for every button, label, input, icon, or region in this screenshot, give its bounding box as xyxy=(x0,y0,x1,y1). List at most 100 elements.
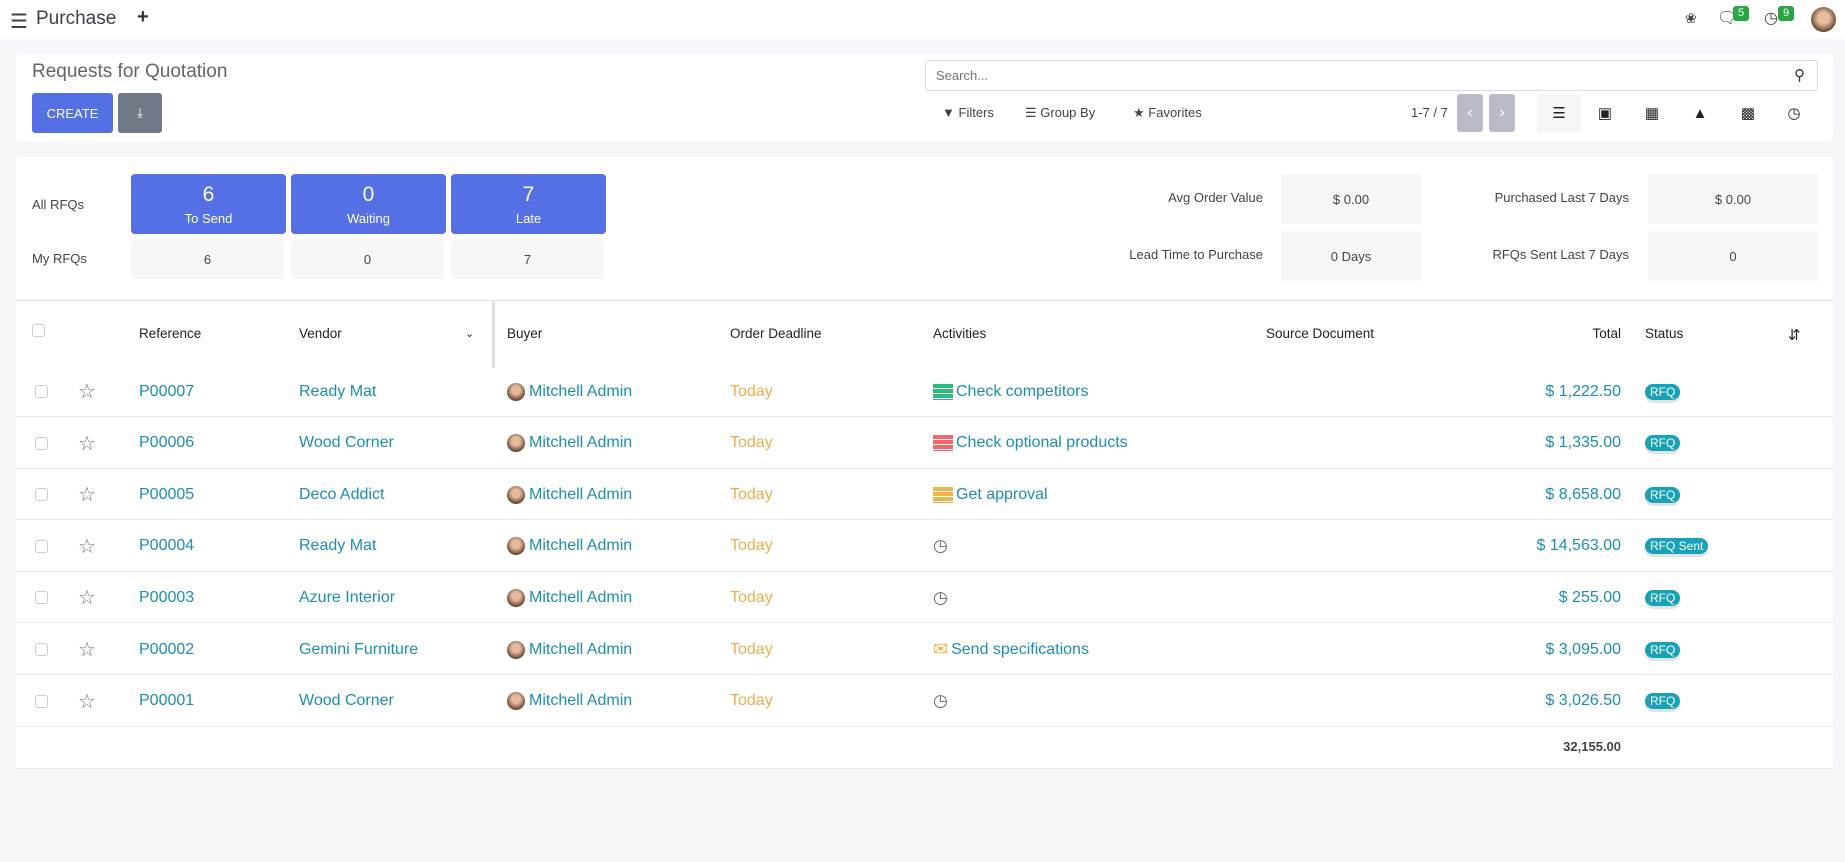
calendar-view-button[interactable]: ▩ xyxy=(1726,94,1770,132)
my-tile[interactable]: 6 xyxy=(131,239,284,279)
col-vendor[interactable]: Vendor xyxy=(299,326,342,341)
col-reference[interactable]: Reference xyxy=(139,326,202,341)
buyer[interactable]: Mitchell Admin xyxy=(507,366,632,417)
table-row[interactable]: ☆ P00006 Wood Corner Mitchell Admin Toda… xyxy=(16,418,1833,469)
stat-value[interactable]: $ 0.00 xyxy=(1281,174,1421,224)
col-status[interactable]: Status xyxy=(1645,326,1684,341)
list-view-button[interactable]: ☰ xyxy=(1537,94,1581,132)
filters-button[interactable]: ▼ Filters xyxy=(942,105,994,120)
row-checkbox[interactable] xyxy=(35,385,48,398)
search-icon[interactable]: ⚲ xyxy=(1794,67,1805,84)
pager-previous-button[interactable]: ‹ xyxy=(1457,94,1483,132)
reference[interactable]: P00006 xyxy=(139,434,195,452)
row-checkbox[interactable] xyxy=(35,488,48,502)
column-resize-handle[interactable] xyxy=(492,302,495,368)
buyer[interactable]: Mitchell Admin xyxy=(507,469,632,520)
col-activities[interactable]: Activities xyxy=(933,326,987,341)
envelope-icon[interactable]: ✉ xyxy=(933,639,949,659)
vendor[interactable]: Wood Corner xyxy=(299,692,394,710)
pager-next-button[interactable]: › xyxy=(1489,94,1515,132)
activity-view-button[interactable]: ◷ xyxy=(1772,94,1816,132)
table-row[interactable]: ☆ P00005 Deco Addict Mitchell Admin Toda… xyxy=(16,469,1833,521)
table-row[interactable]: ☆ P00001 Wood Corner Mitchell Admin Toda… xyxy=(16,676,1833,727)
search-input[interactable] xyxy=(925,60,1818,91)
download-button[interactable]: ⤓ xyxy=(118,93,162,133)
activity[interactable]: Check optional products xyxy=(933,418,1128,469)
row-checkbox[interactable] xyxy=(35,694,48,708)
activity[interactable]: ◷ xyxy=(933,676,951,727)
tasks-icon[interactable] xyxy=(933,435,953,452)
col-total[interactable]: Total xyxy=(1592,326,1621,341)
tile-late[interactable]: 7 Late xyxy=(451,174,606,234)
star-icon[interactable]: ☆ xyxy=(78,484,96,507)
buyer[interactable]: Mitchell Admin xyxy=(507,521,632,572)
my-tile[interactable]: 7 xyxy=(451,239,604,279)
star-icon[interactable]: ☆ xyxy=(78,381,96,403)
clock-icon[interactable]: ◷ xyxy=(933,587,948,607)
vendor[interactable]: Azure Interior xyxy=(299,588,396,606)
activity[interactable]: Get approval xyxy=(933,469,1048,520)
chevron-down-icon[interactable]: ⌄ xyxy=(465,328,475,340)
reference[interactable]: P00004 xyxy=(139,537,195,555)
reference[interactable]: P00001 xyxy=(139,692,195,710)
star-icon[interactable]: ☆ xyxy=(78,432,96,455)
row-checkbox[interactable] xyxy=(35,436,48,450)
my-tile[interactable]: 0 xyxy=(291,239,444,279)
tasks-icon[interactable] xyxy=(933,383,953,400)
select-all-checkbox[interactable] xyxy=(32,324,45,337)
reference[interactable]: P00002 xyxy=(139,640,195,658)
col-order-deadline[interactable]: Order Deadline xyxy=(730,326,822,341)
row-checkbox[interactable] xyxy=(35,539,48,553)
star-icon[interactable]: ☆ xyxy=(78,587,96,610)
table-row[interactable]: ☆ P00007 Ready Mat Mitchell Admin Today … xyxy=(16,366,1833,417)
vendor[interactable]: Gemini Furniture xyxy=(299,640,419,658)
tile-waiting[interactable]: 0 Waiting xyxy=(291,174,446,234)
kanban-view-button[interactable]: ▣ xyxy=(1583,94,1627,132)
col-source-document[interactable]: Source Document xyxy=(1266,326,1375,341)
tasks-icon[interactable] xyxy=(933,486,953,503)
vendor[interactable]: Ready Mat xyxy=(299,382,377,400)
vendor[interactable]: Wood Corner xyxy=(299,434,394,452)
group-by-button[interactable]: ☰ Group By xyxy=(1025,105,1096,120)
pivot-view-button[interactable]: ▦ xyxy=(1630,94,1674,132)
star-icon[interactable]: ☆ xyxy=(78,639,96,661)
reference[interactable]: P00007 xyxy=(139,382,195,400)
row-checkbox[interactable] xyxy=(35,643,48,656)
activity-clock-icon[interactable]: ◷ xyxy=(1764,10,1778,27)
reference[interactable]: P00003 xyxy=(139,588,195,606)
stat-value[interactable]: $ 0.00 xyxy=(1648,174,1818,224)
vendor[interactable]: Deco Addict xyxy=(299,485,385,503)
buyer[interactable]: Mitchell Admin xyxy=(507,624,632,675)
clock-icon[interactable]: ◷ xyxy=(933,691,948,711)
column-settings-icon[interactable]: ⇵ xyxy=(1788,327,1801,344)
table-row[interactable]: ☆ P00003 Azure Interior Mitchell Admin T… xyxy=(16,572,1833,624)
app-title[interactable]: Purchase xyxy=(36,8,117,29)
row-checkbox[interactable] xyxy=(35,591,48,605)
stat-value[interactable]: 0 xyxy=(1648,231,1818,281)
reference[interactable]: P00005 xyxy=(139,485,195,503)
activity[interactable]: ✉ Send specifications xyxy=(933,639,1089,659)
stat-value[interactable]: 0 Days xyxy=(1281,231,1421,281)
plus-icon[interactable]: + xyxy=(137,6,149,28)
create-button[interactable]: CREATE xyxy=(32,93,113,133)
chat-icon[interactable]: 🗨 xyxy=(1717,10,1738,27)
graph-view-button[interactable]: ▲ xyxy=(1678,94,1722,132)
table-row[interactable]: ☆ P00002 Gemini Furniture Mitchell Admin… xyxy=(16,624,1833,675)
activity[interactable]: ◷ xyxy=(933,572,951,623)
buyer[interactable]: Mitchell Admin xyxy=(507,676,632,727)
table-row[interactable]: ☆ P00004 Ready Mat Mitchell Admin Today … xyxy=(16,521,1833,572)
activity[interactable]: ◷ xyxy=(933,521,951,572)
pager-value[interactable]: 1-7 / 7 xyxy=(1411,105,1448,120)
user-avatar[interactable] xyxy=(1811,7,1836,32)
clock-icon[interactable]: ◷ xyxy=(933,536,948,556)
menu-icon[interactable]: ☰ xyxy=(10,11,28,33)
favorites-button[interactable]: ★ Favorites xyxy=(1133,105,1202,120)
star-icon[interactable]: ☆ xyxy=(78,535,96,558)
buyer[interactable]: Mitchell Admin xyxy=(507,572,632,623)
vendor[interactable]: Ready Mat xyxy=(299,537,377,555)
bug-icon[interactable]: ❀ xyxy=(1685,10,1697,26)
star-icon[interactable]: ☆ xyxy=(78,690,96,713)
buyer[interactable]: Mitchell Admin xyxy=(507,418,632,469)
col-buyer[interactable]: Buyer xyxy=(507,326,543,341)
tile-to-send[interactable]: 6 To Send xyxy=(131,174,286,234)
